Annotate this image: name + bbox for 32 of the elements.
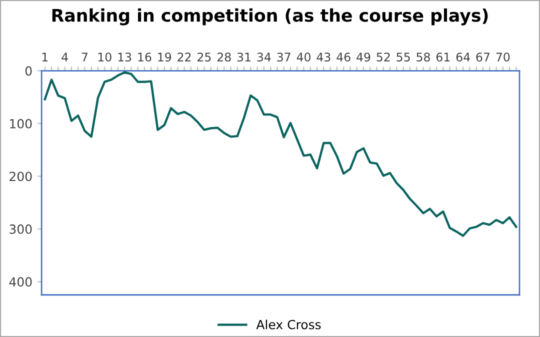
x-tick-label: 40 — [296, 52, 310, 62]
x-tick-label: 10 — [98, 52, 112, 62]
x-tick-label: 55 — [396, 52, 410, 62]
x-tick-label: 1 — [42, 52, 48, 62]
x-tick-label: 25 — [198, 52, 211, 62]
x-tick-label: 16 — [138, 52, 152, 62]
x-tick-label: 46 — [336, 52, 350, 62]
x-tick-label: 61 — [436, 52, 450, 62]
line-series — [44, 71, 518, 237]
x-tick-label: 22 — [178, 52, 191, 62]
x-tick-label: 67 — [476, 52, 490, 62]
x-tick-label: 34 — [257, 52, 271, 62]
x-tick-label: 31 — [237, 52, 250, 62]
x-tick-label: 43 — [316, 52, 330, 62]
x-tick-label: 28 — [217, 52, 231, 62]
x-tick-label: 7 — [82, 52, 88, 62]
x-tick-label: 64 — [456, 52, 470, 62]
y-tick-label: 400 — [9, 277, 32, 287]
x-tick-label: 19 — [158, 52, 172, 62]
x-tick-label: 52 — [376, 52, 390, 62]
legend-label: Alex Cross — [256, 320, 321, 330]
y-tick-label: 0 — [25, 66, 32, 76]
x-tick-label: 4 — [62, 52, 68, 62]
chart-title: Ranking in competition (as the course plays) — [52, 8, 488, 26]
y-tick-label: 200 — [10, 172, 32, 182]
y-tick-label: 100 — [10, 118, 32, 128]
x-tick-label: 37 — [277, 52, 290, 62]
y-tick-label: 300 — [10, 224, 32, 234]
x-tick-label: 13 — [118, 52, 132, 62]
x-tick-label: 70 — [496, 52, 510, 62]
x-tick-label: 58 — [416, 52, 430, 62]
x-tick-label: 49 — [356, 52, 370, 62]
